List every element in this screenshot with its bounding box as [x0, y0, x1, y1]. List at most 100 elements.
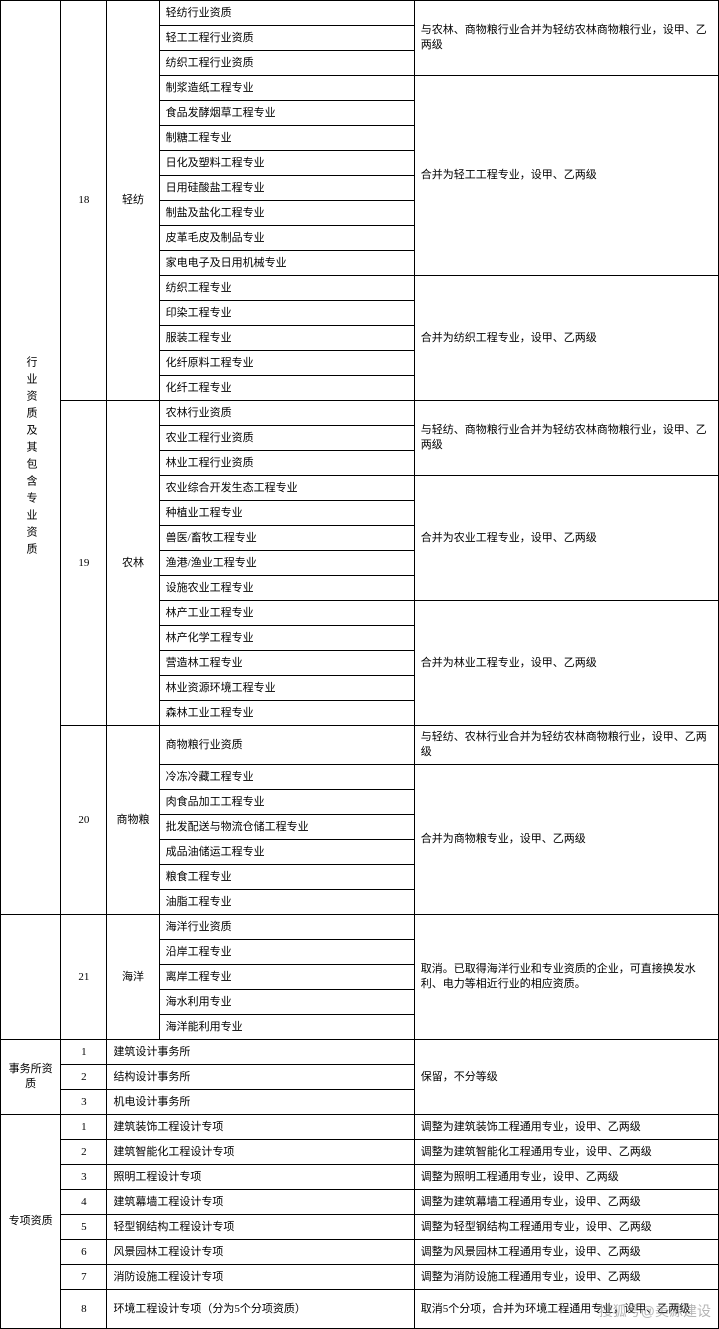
- item-cell: 建筑智能化工程设计专项: [107, 1140, 414, 1165]
- item-cell: 农业工程行业资质: [159, 426, 414, 451]
- item-cell: 结构设计事务所: [107, 1065, 414, 1090]
- item-cell: 农业综合开发生态工程专业: [159, 476, 414, 501]
- note-cell: 保留，不分等级: [414, 1040, 718, 1115]
- note-cell: 合并为林业工程专业，设甲、乙两级: [414, 601, 718, 726]
- table-row: 2 建筑智能化工程设计专项 调整为建筑智能化工程通用专业，设甲、乙两级: [1, 1140, 719, 1165]
- item-cell: 林产化学工程专业: [159, 626, 414, 651]
- item-cell: 冷冻冷藏工程专业: [159, 765, 414, 790]
- item-cell: 印染工程专业: [159, 301, 414, 326]
- table-row: 7 消防设施工程设计专项 调整为消防设施工程通用专业，设甲、乙两级: [1, 1265, 719, 1290]
- category-cell-cont: [1, 915, 61, 1040]
- table-row: 6 风景园林工程设计专项 调整为风景园林工程通用专业，设甲、乙两级: [1, 1240, 719, 1265]
- num-cell: 1: [61, 1040, 107, 1065]
- item-cell: 兽医/畜牧工程专业: [159, 526, 414, 551]
- item-cell: 纺织工程专业: [159, 276, 414, 301]
- num-cell: 18: [61, 1, 107, 401]
- item-cell: 纺织工程行业资质: [159, 51, 414, 76]
- name-cell: 轻纺: [107, 1, 159, 401]
- note-cell: 调整为消防设施工程通用专业，设甲、乙两级: [414, 1265, 718, 1290]
- item-cell: 沿岸工程专业: [159, 940, 414, 965]
- num-cell: 5: [61, 1215, 107, 1240]
- note-cell: 与农林、商物粮行业合并为轻纺农林商物粮行业，设甲、乙两级: [414, 1, 718, 76]
- num-cell: 8: [61, 1290, 107, 1329]
- table-row: 专项资质 1 建筑装饰工程设计专项 调整为建筑装饰工程通用专业，设甲、乙两级: [1, 1115, 719, 1140]
- item-cell: 风景园林工程设计专项: [107, 1240, 414, 1265]
- item-cell: 照明工程设计专项: [107, 1165, 414, 1190]
- item-cell: 海洋能利用专业: [159, 1015, 414, 1040]
- item-cell: 轻工工程行业资质: [159, 26, 414, 51]
- item-cell: 海水利用专业: [159, 990, 414, 1015]
- item-cell: 农林行业资质: [159, 401, 414, 426]
- item-cell: 森林工业工程专业: [159, 701, 414, 726]
- note-cell: 调整为风景园林工程通用专业，设甲、乙两级: [414, 1240, 718, 1265]
- item-cell: 林业工程行业资质: [159, 451, 414, 476]
- name-cell: 海洋: [107, 915, 159, 1040]
- table-row: 8 环境工程设计专项（分为5个分项资质） 取消5个分项，合并为环境工程通用专业，…: [1, 1290, 719, 1329]
- item-cell: 商物粮行业资质: [159, 726, 414, 765]
- num-cell: 2: [61, 1065, 107, 1090]
- category-cell: 事务所资质: [1, 1040, 61, 1115]
- note-cell: 调整为轻型钢结构工程通用专业，设甲、乙两级: [414, 1215, 718, 1240]
- item-cell: 建筑设计事务所: [107, 1040, 414, 1065]
- note-cell: 调整为建筑智能化工程通用专业，设甲、乙两级: [414, 1140, 718, 1165]
- num-cell: 19: [61, 401, 107, 726]
- note-cell: 合并为商物粮专业，设甲、乙两级: [414, 765, 718, 915]
- item-cell: 食品发酵烟草工程专业: [159, 101, 414, 126]
- item-cell: 肉食品加工工程专业: [159, 790, 414, 815]
- item-cell: 化纤工程专业: [159, 376, 414, 401]
- num-cell: 20: [61, 726, 107, 915]
- num-cell: 2: [61, 1140, 107, 1165]
- table-row: 21 海洋 海洋行业资质 取消。已取得海洋行业和专业资质的企业，可直接换发水利、…: [1, 915, 719, 940]
- note-cell: 调整为照明工程通用专业，设甲、乙两级: [414, 1165, 718, 1190]
- item-cell: 营造林工程专业: [159, 651, 414, 676]
- item-cell: 批发配送与物流仓储工程专业: [159, 815, 414, 840]
- category-cell: 行业资质及其包含专业资质: [1, 1, 61, 915]
- item-cell: 渔港/渔业工程专业: [159, 551, 414, 576]
- item-cell: 种植业工程专业: [159, 501, 414, 526]
- item-cell: 轻纺行业资质: [159, 1, 414, 26]
- item-cell: 粮食工程专业: [159, 865, 414, 890]
- item-cell: 成品油储运工程专业: [159, 840, 414, 865]
- table-row: 19 农林 农林行业资质 与轻纺、商物粮行业合并为轻纺农林商物粮行业，设甲、乙两…: [1, 401, 719, 426]
- category-cell: 专项资质: [1, 1115, 61, 1329]
- item-cell: 海洋行业资质: [159, 915, 414, 940]
- table-row: 5 轻型钢结构工程设计专项 调整为轻型钢结构工程通用专业，设甲、乙两级: [1, 1215, 719, 1240]
- item-cell: 皮革毛皮及制品专业: [159, 226, 414, 251]
- item-cell: 离岸工程专业: [159, 965, 414, 990]
- item-cell: 制浆造纸工程专业: [159, 76, 414, 101]
- item-cell: 日用硅酸盐工程专业: [159, 176, 414, 201]
- num-cell: 21: [61, 915, 107, 1040]
- table-row: 事务所资质 1 建筑设计事务所 保留，不分等级: [1, 1040, 719, 1065]
- table-row: 3 照明工程设计专项 调整为照明工程通用专业，设甲、乙两级: [1, 1165, 719, 1190]
- note-cell: 调整为建筑幕墙工程通用专业，设甲、乙两级: [414, 1190, 718, 1215]
- qualification-table: 行业资质及其包含专业资质 18 轻纺 轻纺行业资质 与农林、商物粮行业合并为轻纺…: [0, 0, 719, 1329]
- note-cell: 合并为纺织工程专业，设甲、乙两级: [414, 276, 718, 401]
- note-cell: 与轻纺、农林行业合并为轻纺农林商物粮行业，设甲、乙两级: [414, 726, 718, 765]
- num-cell: 6: [61, 1240, 107, 1265]
- item-cell: 轻型钢结构工程设计专项: [107, 1215, 414, 1240]
- note-cell: 取消。已取得海洋行业和专业资质的企业，可直接换发水利、电力等相近行业的相应资质。: [414, 915, 718, 1040]
- item-cell: 环境工程设计专项（分为5个分项资质）: [107, 1290, 414, 1329]
- item-cell: 消防设施工程设计专项: [107, 1265, 414, 1290]
- note-cell: 与轻纺、商物粮行业合并为轻纺农林商物粮行业，设甲、乙两级: [414, 401, 718, 476]
- note-cell: 调整为建筑装饰工程通用专业，设甲、乙两级: [414, 1115, 718, 1140]
- note-cell: 取消5个分项，合并为环境工程通用专业，设甲、乙两级: [414, 1290, 718, 1329]
- item-cell: 日化及塑料工程专业: [159, 151, 414, 176]
- item-cell: 林产工业工程专业: [159, 601, 414, 626]
- table-row: 行业资质及其包含专业资质 18 轻纺 轻纺行业资质 与农林、商物粮行业合并为轻纺…: [1, 1, 719, 26]
- item-cell: 建筑幕墙工程设计专项: [107, 1190, 414, 1215]
- num-cell: 3: [61, 1165, 107, 1190]
- table-row: 20 商物粮 商物粮行业资质 与轻纺、农林行业合并为轻纺农林商物粮行业，设甲、乙…: [1, 726, 719, 765]
- num-cell: 4: [61, 1190, 107, 1215]
- item-cell: 林业资源环境工程专业: [159, 676, 414, 701]
- name-cell: 农林: [107, 401, 159, 726]
- item-cell: 油脂工程专业: [159, 890, 414, 915]
- item-cell: 化纤原料工程专业: [159, 351, 414, 376]
- item-cell: 机电设计事务所: [107, 1090, 414, 1115]
- num-cell: 7: [61, 1265, 107, 1290]
- table-row: 4 建筑幕墙工程设计专项 调整为建筑幕墙工程通用专业，设甲、乙两级: [1, 1190, 719, 1215]
- item-cell: 制糖工程专业: [159, 126, 414, 151]
- item-cell: 建筑装饰工程设计专项: [107, 1115, 414, 1140]
- page: 行业资质及其包含专业资质 18 轻纺 轻纺行业资质 与农林、商物粮行业合并为轻纺…: [0, 0, 719, 1329]
- note-cell: 合并为轻工工程专业，设甲、乙两级: [414, 76, 718, 276]
